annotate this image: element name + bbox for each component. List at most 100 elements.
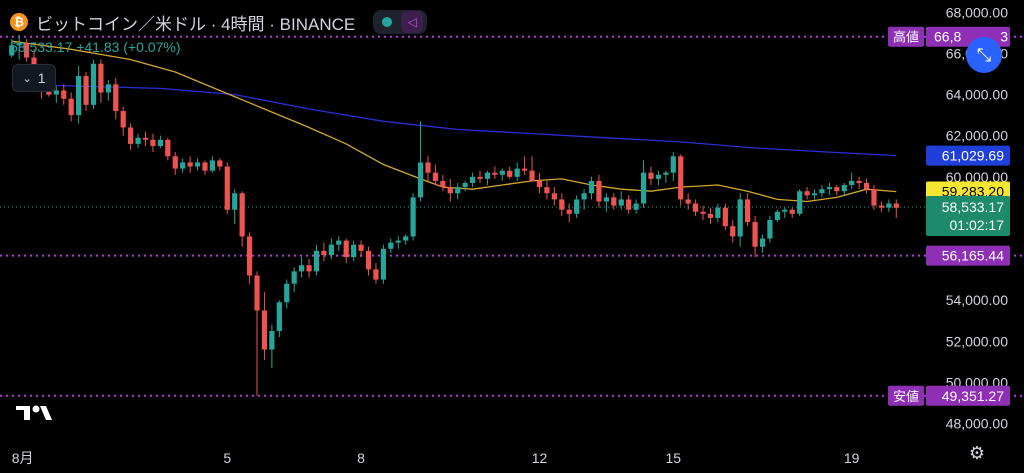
candle-body — [180, 162, 186, 169]
candle-body — [202, 162, 208, 171]
candle-body — [678, 156, 684, 200]
candle-body — [373, 269, 379, 280]
tag-low: 安値 — [893, 389, 919, 405]
candle-body — [76, 76, 82, 116]
candle-body — [120, 111, 126, 128]
candle-body — [351, 244, 357, 258]
candle-body — [811, 193, 818, 196]
candle-body — [618, 199, 624, 206]
candle-body — [692, 203, 699, 212]
candle-body — [313, 250, 320, 272]
candle-body — [633, 203, 639, 210]
candle-body — [566, 209, 572, 214]
label-short-ma: 59,283.20 — [942, 184, 1004, 200]
symbol-title[interactable]: ビットコイン／米ドル · 4時間 · BINANCE — [36, 14, 356, 34]
label-countdown: 01:02:17 — [950, 217, 1005, 233]
candle-body — [536, 180, 543, 188]
candle-body — [581, 193, 587, 200]
candle-body — [403, 236, 409, 241]
x-tick-label: 8 — [357, 450, 365, 466]
label-long-ma-bg — [926, 145, 1010, 166]
candle-body — [841, 185, 847, 192]
candle-body — [752, 222, 758, 247]
candle-body — [239, 193, 245, 237]
label-long-ma: 61,029.69 — [942, 148, 1004, 164]
symbol-header[interactable]: ₿ ビットコイン／米ドル · 4時間 · BINANCE ◁ — [10, 10, 428, 34]
candle-body — [105, 84, 111, 93]
candle-body — [715, 207, 721, 218]
candle-body — [172, 156, 178, 169]
tag-high: 高値 — [893, 30, 919, 46]
candle-body — [187, 162, 193, 167]
candle-body — [663, 172, 669, 175]
settings-gear-icon[interactable]: ⚙ — [968, 443, 986, 463]
candle-body — [797, 191, 803, 214]
label-high-partial: 66,8 — [934, 29, 961, 45]
candle-body — [410, 197, 416, 237]
candle-body — [284, 283, 290, 303]
candle-body — [417, 162, 424, 198]
candle-body — [700, 211, 706, 214]
candle-body — [306, 265, 312, 272]
tag-high-bg — [888, 26, 924, 47]
candle-body — [499, 170, 505, 175]
indicator-collapse-button[interactable]: ⌄ 1 — [12, 64, 56, 92]
candle-body — [194, 162, 201, 167]
y-tick-label: 48,000.00 — [946, 416, 1008, 432]
y-tick-label: 54,000.00 — [946, 292, 1008, 308]
candle-body — [321, 250, 327, 255]
candle-body — [462, 182, 468, 188]
x-tick-label: 12 — [532, 450, 548, 466]
candle-body — [432, 172, 439, 181]
bitcoin-icon: ₿ — [10, 13, 28, 31]
candle-body — [544, 187, 550, 194]
candle-body — [871, 189, 877, 206]
label-support: 56,165.44 — [942, 248, 1004, 264]
candle-body — [365, 250, 372, 270]
x-tick-label: 19 — [844, 450, 860, 466]
candle-body — [655, 174, 662, 179]
candle-body — [150, 139, 156, 146]
ma-short-line — [11, 40, 897, 203]
candle-body — [596, 180, 602, 202]
candle-body — [128, 127, 134, 144]
collapse-arrows-icon[interactable]: ⤡ — [966, 37, 1002, 73]
candle-body — [388, 242, 394, 249]
candle-body — [380, 248, 386, 280]
price-change: +41.83 (+0.07%) — [76, 39, 181, 55]
label-high-tail: 3 — [1000, 29, 1008, 45]
label-low-bg — [926, 385, 1010, 406]
ma-long-line — [11, 83, 897, 157]
candle-body — [336, 240, 342, 245]
candle-body — [826, 187, 832, 190]
candle-body — [217, 160, 223, 167]
candle-body — [759, 238, 766, 247]
candle-body — [53, 90, 59, 95]
status-pill[interactable]: ◁ — [373, 10, 428, 34]
candle-body — [574, 199, 580, 214]
candle-body — [9, 45, 15, 56]
candle-body — [358, 244, 364, 251]
candle-body — [730, 226, 736, 237]
candle-body — [856, 180, 862, 183]
candle-body — [886, 203, 892, 208]
candle-body — [98, 63, 104, 93]
candlestick-series — [9, 34, 899, 396]
candle-body — [804, 191, 810, 196]
horizontal-levels — [0, 35, 1024, 397]
candle-body — [232, 193, 238, 210]
x-tick-label: 8月 — [12, 450, 34, 466]
y-tick-label: 60,000.00 — [946, 169, 1008, 185]
moving-averages — [11, 40, 897, 203]
candle-body — [261, 310, 268, 350]
y-tick-label: 52,000.00 — [946, 333, 1008, 349]
candle-body — [246, 236, 253, 276]
alert-triangle-icon[interactable]: ◁ — [401, 11, 424, 33]
candle-body — [276, 302, 282, 332]
last-price: 58,533.17 — [10, 39, 73, 55]
candle-body — [477, 176, 483, 179]
indicator-count: 1 — [37, 70, 46, 86]
candle-body — [165, 139, 171, 157]
